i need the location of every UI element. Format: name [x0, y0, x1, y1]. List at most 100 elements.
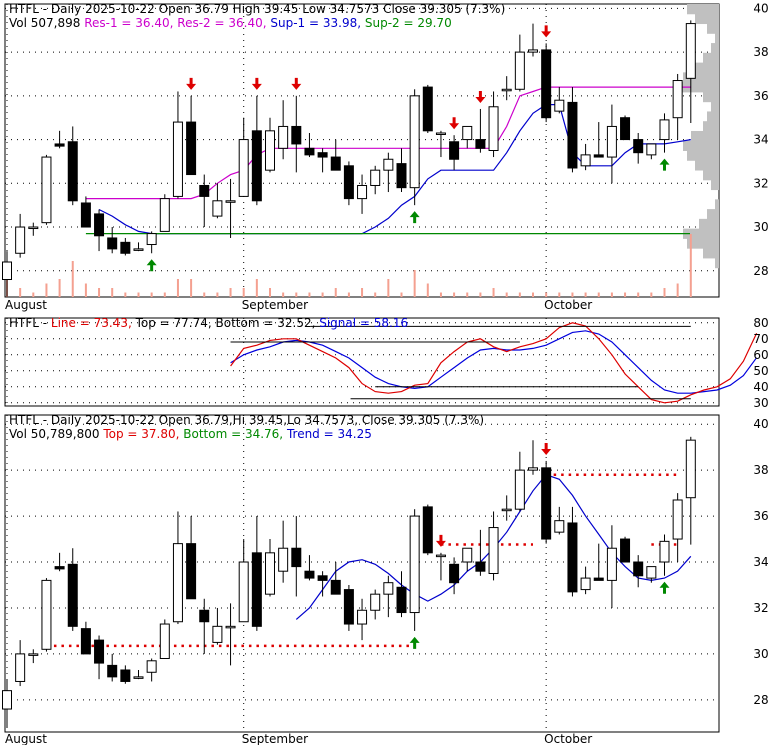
price-candle-body — [567, 101, 578, 169]
volume-bar — [58, 279, 61, 297]
price-y-tick-label: 28 — [753, 264, 768, 278]
trend-candle-body — [435, 554, 446, 558]
trend-candle-body — [330, 579, 341, 595]
sup1-label: Sup-1 = 33.98, — [270, 16, 361, 30]
volume-bar — [637, 292, 640, 297]
trend-y-tick-label: 36 — [753, 509, 768, 523]
volume-bar — [308, 292, 311, 297]
price-panel-title: HTFL - Daily 2025-10-22 Open 36.79 High … — [9, 2, 505, 16]
price-y-tick-label: 40 — [753, 1, 768, 15]
trend-sell-arrow — [541, 442, 552, 455]
osc-signal-label: Signal = 58.16 — [319, 316, 408, 330]
volume-profile-bar — [695, 13, 719, 25]
oscillator-y-tick-label: 60 — [753, 348, 768, 362]
trend-candle-body — [15, 653, 26, 682]
volume-bar — [400, 292, 403, 297]
price-y-tick-label: 30 — [753, 220, 768, 234]
price-sell-arrow — [251, 77, 262, 90]
price-candle-body — [357, 184, 368, 200]
trend-candle-body — [54, 566, 65, 570]
trend-candle-body — [238, 561, 249, 623]
volume-profile-bar — [715, 33, 719, 44]
volume-bar — [334, 288, 337, 297]
volume-bar — [571, 292, 574, 297]
trend-candle-body — [146, 660, 157, 673]
price-candle-body — [199, 184, 210, 197]
price-candle-body — [54, 143, 65, 147]
volume-profile-bar — [715, 199, 719, 210]
volume-profile-bar — [683, 140, 719, 151]
volume-bar — [190, 279, 193, 297]
price-buy-arrow — [146, 259, 157, 272]
volume-bar — [610, 292, 613, 297]
volume-bar — [255, 279, 258, 297]
volume-bar — [439, 292, 442, 297]
price-candle-body — [67, 141, 78, 202]
price-candle-body — [606, 125, 617, 158]
price-candle-body — [672, 80, 683, 119]
price-candle-body — [291, 125, 302, 145]
volume-bar — [32, 292, 35, 297]
resistance-line — [85, 86, 691, 200]
trend-y-tick-label: 38 — [753, 463, 768, 477]
volume-profile-bar — [703, 121, 719, 132]
trend-candle-body — [370, 593, 381, 611]
trend-candle-body — [620, 538, 631, 563]
oscillator-panel-frame — [4, 317, 720, 407]
trend-y-tick-label: 30 — [753, 647, 768, 661]
trend-candle-body — [41, 579, 52, 650]
price-y-tick-label: 32 — [753, 176, 768, 190]
trend-candle-body — [383, 582, 394, 595]
trend-candle-body — [646, 566, 657, 579]
price-sell-arrow — [449, 117, 460, 130]
volume-bar — [426, 283, 429, 297]
oscillator-y-tick-label: 80 — [753, 316, 768, 330]
price-candle-body — [41, 156, 52, 224]
price-candle-body — [80, 202, 91, 228]
price-candle-body — [94, 213, 105, 237]
volume-bar — [203, 292, 206, 297]
price-candle-body — [15, 226, 26, 254]
volume-bar — [242, 288, 245, 297]
volume-bar — [98, 288, 101, 297]
price-candle-body — [330, 156, 341, 171]
price-candle-body — [449, 141, 460, 160]
volume-bar — [269, 288, 271, 297]
volume-bar — [295, 292, 298, 297]
trend-candle-body — [593, 577, 604, 581]
volume-profile-bar — [691, 130, 719, 142]
trend-candle-body — [133, 676, 144, 679]
price-candle-body — [488, 106, 499, 151]
price-candle-body — [317, 152, 328, 158]
trend-y-tick-label: 40 — [753, 417, 768, 431]
volume-profile-bar — [707, 23, 719, 34]
price-candle-body — [212, 200, 223, 217]
price-candle-body — [633, 139, 644, 154]
osc-line-label: Line = 73.43, — [51, 316, 132, 330]
price-candle-body — [304, 147, 315, 156]
volume-bar — [466, 292, 469, 297]
price-candle-body — [278, 125, 289, 149]
volume-profile-bar — [687, 150, 719, 161]
price-candle-body — [251, 130, 262, 202]
price-buy-arrow — [409, 211, 420, 224]
price-x-tick-label: September — [242, 298, 308, 312]
trend-candle-body — [685, 439, 696, 499]
volume-bar — [387, 279, 390, 297]
trend-y-tick-label: 32 — [753, 601, 768, 615]
volume-profile-bar — [703, 52, 719, 64]
trend-candle-body — [67, 563, 78, 627]
price-candle-body — [120, 241, 131, 254]
volume-bar — [282, 292, 285, 297]
volume-profile-bar — [715, 257, 719, 269]
trend-y-tick-label: 34 — [753, 555, 768, 569]
price-candle-body — [396, 163, 407, 189]
volume-bar — [532, 292, 534, 297]
volume-profile-bar — [699, 218, 719, 230]
trend-candle-body — [265, 552, 275, 595]
volume-bar — [111, 288, 114, 297]
volume-profile-bar — [679, 82, 719, 93]
trend-candle-body — [199, 609, 210, 623]
price-candle-body — [409, 95, 420, 189]
volume-bar — [150, 292, 153, 297]
